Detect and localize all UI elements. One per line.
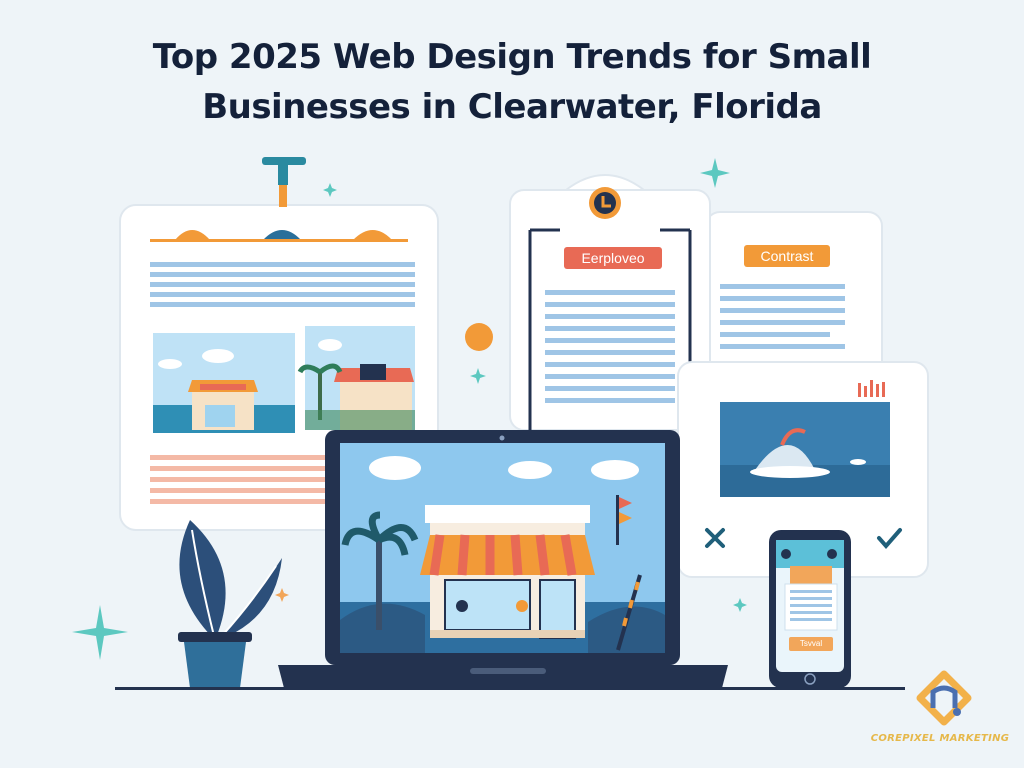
employee-tag: Eerplovеo [564,247,662,269]
sparkle-icon [72,158,747,660]
contrast-card [705,211,883,378]
phone-cta-button[interactable]: Tsvval [789,637,833,651]
laptop [278,430,728,688]
gallery-card [677,361,929,578]
check-icon [877,528,902,550]
floor-line [115,687,905,690]
title-line-2: Businesses in Clearwater, Florida [202,87,822,127]
brand-logo-icon [916,670,972,726]
orange-dot [465,323,493,351]
clock-icon [589,187,621,219]
brand-name: COREPIXEL MARKETING [870,733,1010,744]
plant-icon [178,520,282,688]
smartphone [769,530,851,688]
contrast-tag: Contrast [744,245,830,267]
x-icon [705,528,725,548]
page-title: Top 2025 Web Design Trends for Small Bus… [0,32,1024,132]
title-line-1: Top 2025 Web Design Trends for Small [152,37,872,77]
